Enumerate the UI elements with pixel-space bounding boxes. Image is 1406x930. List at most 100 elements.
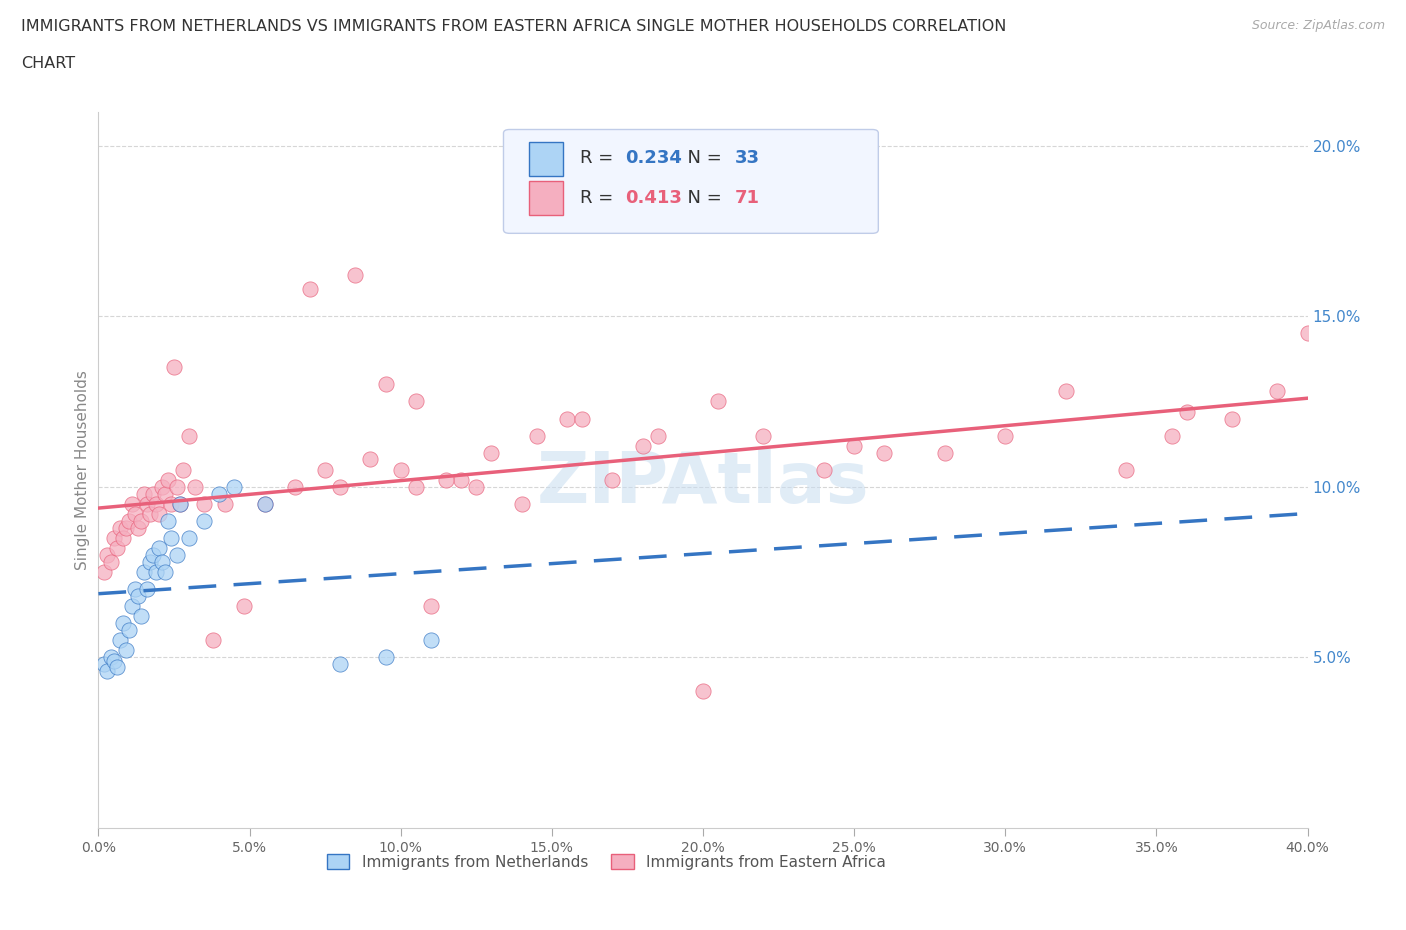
Point bbox=[752, 428, 775, 443]
Point bbox=[179, 530, 201, 545]
Text: 71: 71 bbox=[734, 189, 759, 206]
Point bbox=[114, 520, 136, 535]
Point bbox=[160, 497, 183, 512]
Point bbox=[631, 438, 654, 453]
Point bbox=[420, 632, 443, 647]
Point bbox=[121, 497, 143, 512]
Point bbox=[1220, 411, 1243, 426]
Point bbox=[166, 548, 188, 563]
Point bbox=[156, 472, 179, 487]
Point bbox=[360, 452, 382, 467]
Point bbox=[179, 428, 201, 443]
Point bbox=[184, 479, 207, 494]
Point bbox=[129, 609, 152, 624]
Point bbox=[193, 513, 215, 528]
Point bbox=[465, 479, 488, 494]
Point bbox=[344, 268, 367, 283]
Point bbox=[103, 530, 125, 545]
Y-axis label: Single Mother Households: Single Mother Households bbox=[75, 370, 90, 569]
Text: R =: R = bbox=[579, 149, 619, 167]
Point bbox=[571, 411, 593, 426]
Point bbox=[148, 540, 170, 555]
Point bbox=[111, 616, 134, 631]
Point bbox=[253, 497, 276, 512]
Point bbox=[148, 507, 170, 522]
Point bbox=[555, 411, 578, 426]
Point bbox=[1160, 428, 1182, 443]
Point bbox=[1175, 405, 1198, 419]
Point bbox=[202, 632, 225, 647]
Point bbox=[1054, 384, 1077, 399]
Point bbox=[118, 622, 141, 637]
Point bbox=[108, 520, 131, 535]
Point bbox=[105, 540, 128, 555]
Text: N =: N = bbox=[676, 189, 728, 206]
Point bbox=[105, 660, 128, 675]
Point bbox=[602, 472, 624, 487]
Point bbox=[127, 520, 149, 535]
Text: 0.234: 0.234 bbox=[626, 149, 682, 167]
Text: 0.413: 0.413 bbox=[626, 189, 682, 206]
Point bbox=[844, 438, 866, 453]
Point bbox=[329, 657, 352, 671]
Point bbox=[93, 657, 115, 671]
Point bbox=[434, 472, 457, 487]
Point bbox=[114, 643, 136, 658]
Point bbox=[314, 462, 336, 477]
FancyBboxPatch shape bbox=[503, 129, 879, 233]
Point bbox=[873, 445, 896, 460]
Point bbox=[96, 663, 118, 678]
Text: ZIPAtlas: ZIPAtlas bbox=[537, 449, 869, 518]
Point bbox=[169, 497, 191, 512]
Legend: Immigrants from Netherlands, Immigrants from Eastern Africa: Immigrants from Netherlands, Immigrants … bbox=[319, 846, 894, 877]
Point bbox=[121, 599, 143, 614]
Point bbox=[284, 479, 307, 494]
Point bbox=[108, 632, 131, 647]
Point bbox=[405, 394, 427, 409]
Point bbox=[100, 554, 122, 569]
Text: Source: ZipAtlas.com: Source: ZipAtlas.com bbox=[1251, 19, 1385, 32]
Point bbox=[232, 599, 254, 614]
Text: IMMIGRANTS FROM NETHERLANDS VS IMMIGRANTS FROM EASTERN AFRICA SINGLE MOTHER HOUS: IMMIGRANTS FROM NETHERLANDS VS IMMIGRANT… bbox=[21, 19, 1007, 33]
Text: 33: 33 bbox=[734, 149, 759, 167]
Point bbox=[166, 479, 188, 494]
Point bbox=[329, 479, 352, 494]
Point bbox=[160, 530, 183, 545]
Point bbox=[224, 479, 246, 494]
Point bbox=[153, 565, 176, 579]
Point bbox=[389, 462, 412, 477]
Point bbox=[135, 581, 157, 596]
Point bbox=[374, 650, 396, 665]
Point bbox=[707, 394, 730, 409]
Point bbox=[420, 599, 443, 614]
Point bbox=[124, 581, 146, 596]
Text: CHART: CHART bbox=[21, 56, 75, 71]
Text: R =: R = bbox=[579, 189, 619, 206]
Point bbox=[450, 472, 472, 487]
Point bbox=[124, 507, 146, 522]
Point bbox=[163, 360, 186, 375]
Point bbox=[129, 513, 152, 528]
Point bbox=[1267, 384, 1289, 399]
Point bbox=[93, 565, 115, 579]
Point bbox=[647, 428, 669, 443]
Point bbox=[150, 554, 173, 569]
Point bbox=[139, 507, 162, 522]
Point bbox=[934, 445, 956, 460]
Point bbox=[214, 497, 236, 512]
Point bbox=[103, 653, 125, 668]
Point bbox=[374, 377, 396, 392]
Point bbox=[526, 428, 548, 443]
Point bbox=[142, 548, 165, 563]
Point bbox=[169, 497, 191, 512]
Point bbox=[145, 497, 167, 512]
Bar bbox=[529, 141, 562, 176]
Point bbox=[100, 650, 122, 665]
Point bbox=[132, 486, 155, 501]
Point bbox=[813, 462, 835, 477]
Bar bbox=[529, 181, 562, 216]
Point bbox=[132, 565, 155, 579]
Point bbox=[253, 497, 276, 512]
Point bbox=[145, 565, 167, 579]
Point bbox=[156, 513, 179, 528]
